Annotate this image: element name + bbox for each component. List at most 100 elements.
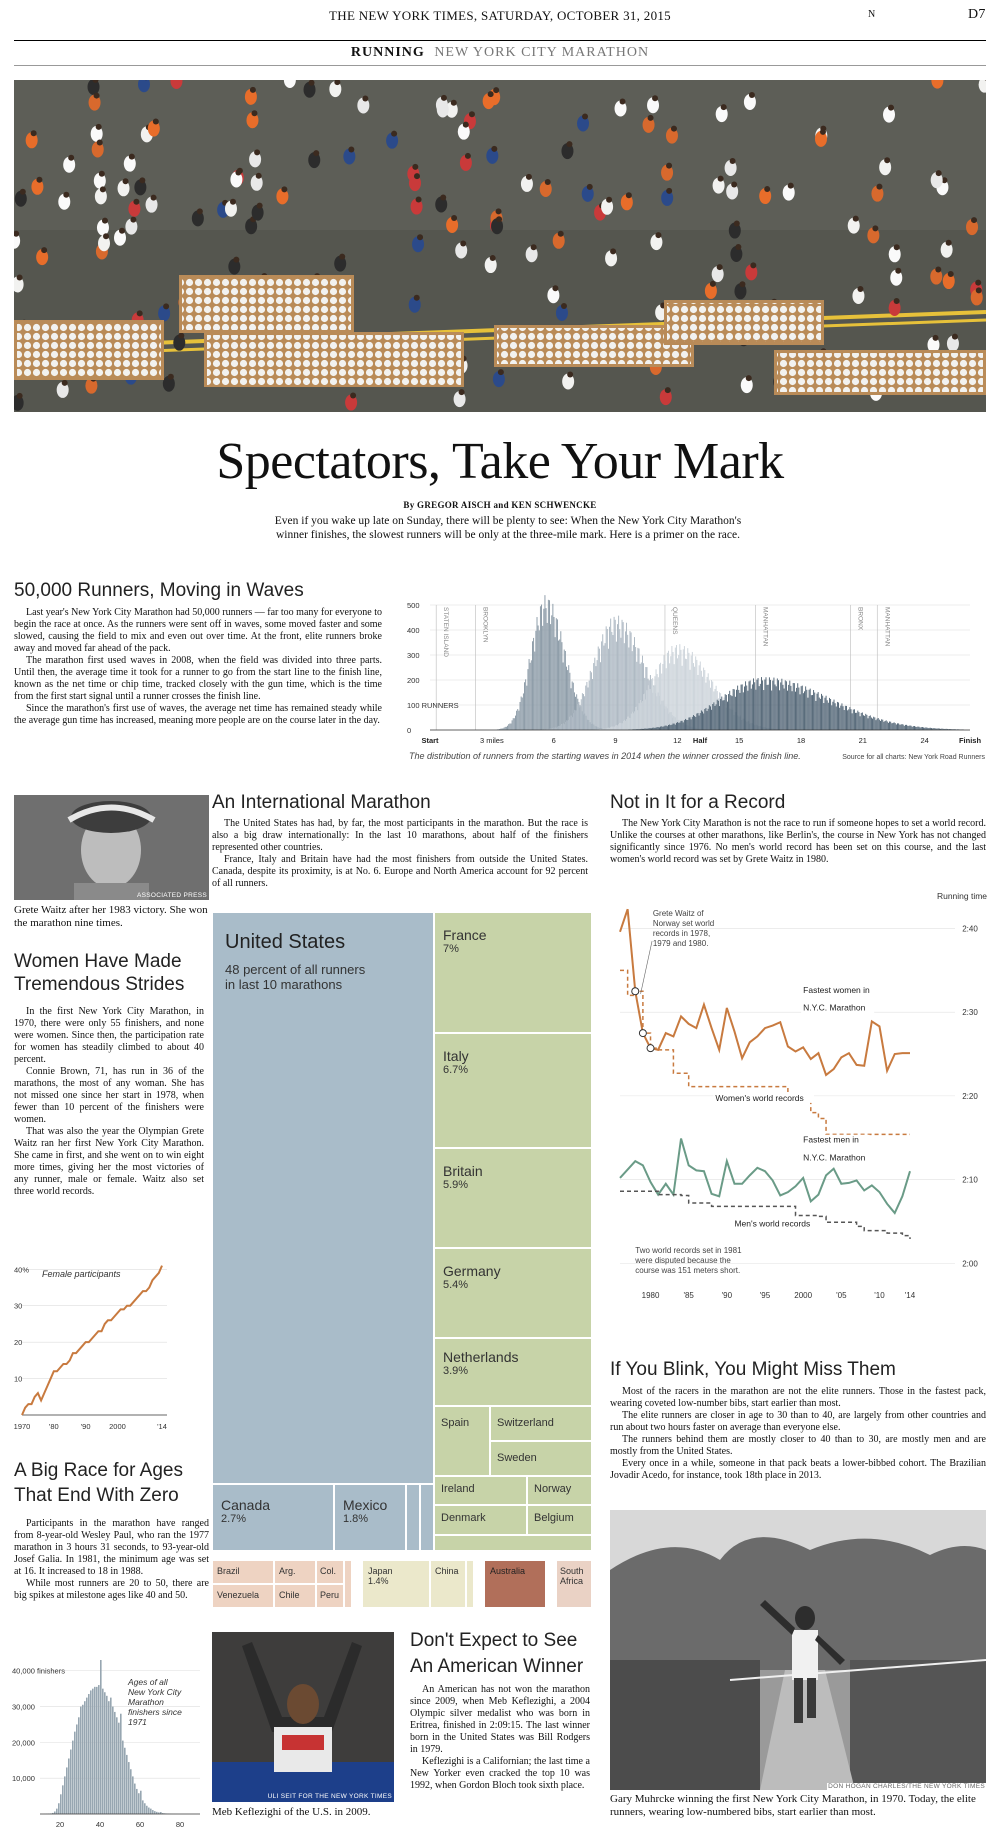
hero-runner-head: [256, 202, 263, 209]
waves-bar: [703, 713, 705, 730]
waves-bar: [763, 690, 765, 730]
hero-runner: [343, 148, 356, 165]
waves-bar: [561, 642, 563, 730]
hero-runner: [871, 185, 884, 202]
waves-bar: [836, 701, 838, 730]
waves-bar: [711, 680, 713, 730]
waves-heading: 50,000 Runners, Moving in Waves: [14, 580, 304, 601]
hero-runner-head: [935, 170, 942, 177]
treemap-cell-spain: Spain: [434, 1406, 490, 1476]
waves-bar: [507, 725, 508, 730]
treemap-value: 48 percent of all runners in last 10 mar…: [225, 962, 366, 992]
waves-bar: [748, 681, 750, 730]
hero-runner: [520, 175, 533, 192]
age-bar: [130, 1769, 132, 1814]
hero-runner: [408, 175, 421, 192]
ages-heading: A Big Race for Ages That End With Zero: [14, 1460, 183, 1506]
treemap-cell-south-africa: South Africa: [556, 1560, 592, 1608]
waves-bar: [564, 721, 566, 730]
treemap-label: Norway: [534, 1483, 572, 1495]
hero-runner-head: [61, 379, 68, 386]
waves-bar: [500, 728, 502, 730]
treemap-label: Canada: [221, 1497, 271, 1513]
waves-bar: [703, 667, 705, 730]
waves-bar: [753, 678, 754, 730]
waves-bar: [865, 713, 867, 730]
waves-bar: [614, 725, 616, 730]
waves-bar: [587, 687, 589, 730]
records-x-tick: '90: [722, 1291, 733, 1300]
hero-runner-head: [251, 110, 258, 117]
waves-bar: [714, 705, 716, 730]
hero-runner: [614, 100, 627, 117]
waves-bar: [636, 706, 638, 730]
hero-runner: [14, 394, 24, 411]
age-bar: [80, 1706, 82, 1814]
waves-bar: [570, 688, 572, 730]
waves-bar: [661, 726, 663, 730]
age-bar: [98, 1685, 100, 1814]
waves-bar: [694, 716, 696, 730]
waves-bar: [502, 728, 504, 730]
waves-bar: [651, 679, 652, 730]
waves-bar: [809, 688, 811, 730]
treemap-label: Brazil: [217, 1566, 240, 1576]
waves-bar: [620, 637, 622, 730]
waves-bar: [886, 721, 888, 730]
hero-runner: [726, 183, 739, 200]
hero-runner-head: [96, 139, 103, 146]
hero-runner-head: [451, 214, 458, 221]
waves-bar: [617, 624, 618, 730]
waves-bar: [699, 661, 701, 730]
age-bar: [144, 1803, 146, 1814]
waves-bar: [584, 696, 586, 730]
records-series-label: Women's world records: [715, 1093, 803, 1103]
hero-runner-head: [281, 186, 288, 193]
waves-bar: [705, 682, 707, 730]
waves-bar: [668, 650, 669, 730]
hero-runner-head: [739, 281, 746, 288]
waves-bar: [784, 680, 786, 730]
age-y-tick: 10,000: [12, 1774, 35, 1783]
hero-runner: [931, 80, 944, 89]
waves-bar: [670, 656, 672, 730]
waves-bar: [644, 728, 646, 730]
waves-bar: [816, 693, 818, 730]
hero-runner-head: [458, 389, 465, 396]
hero-runner: [90, 125, 103, 142]
hero-runner: [978, 80, 986, 93]
waves-bar: [686, 719, 688, 730]
waves-bar: [526, 685, 528, 730]
waves-bar: [771, 690, 773, 730]
waves-bar: [935, 728, 937, 730]
age-bar: [100, 1660, 102, 1814]
waves-bar: [883, 721, 885, 730]
waves-bar: [867, 718, 869, 730]
waves-bar: [649, 728, 651, 730]
waves-bar: [818, 697, 820, 730]
waves-bar: [912, 726, 914, 730]
hero-runner: [561, 143, 574, 160]
hero-runner: [410, 198, 423, 215]
waves-bar: [750, 688, 752, 730]
waves-bar: [792, 682, 794, 730]
waves-bar: [613, 726, 615, 730]
waves-bar: [707, 673, 709, 730]
waves-bar: [877, 718, 879, 730]
female-participants-line: [21, 1265, 163, 1416]
waves-y-tick: 200: [407, 676, 420, 685]
treemap-label: Australia: [490, 1566, 526, 1576]
hero-runner: [249, 151, 262, 168]
hero-runner-head: [884, 157, 891, 164]
age-x-tick: 60: [136, 1820, 144, 1829]
waves-bar: [596, 660, 598, 730]
hero-runner: [125, 218, 138, 235]
waves-x-tick: 6: [552, 736, 556, 745]
waitz-photo-credit: ASSOCIATED PRESS: [136, 892, 207, 899]
borough-label: STATEN ISLAND: [442, 607, 449, 657]
hero-runner: [605, 250, 618, 267]
waves-bar: [873, 716, 875, 730]
waves-bar: [572, 682, 574, 730]
waves-bar: [902, 724, 904, 730]
waves-bar: [688, 717, 690, 730]
